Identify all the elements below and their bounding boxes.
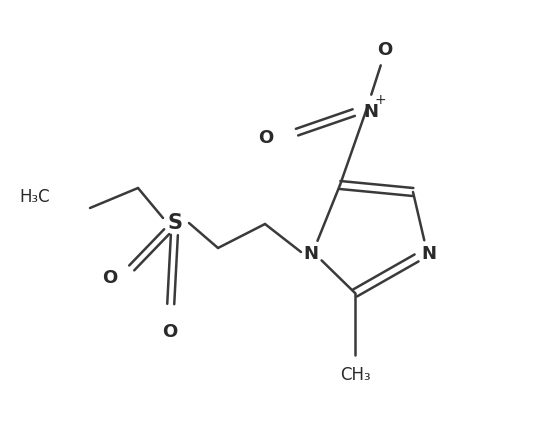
- Text: O: O: [102, 269, 117, 287]
- Text: N: N: [363, 103, 378, 121]
- Text: O: O: [163, 323, 178, 341]
- Text: H₃C: H₃C: [19, 188, 50, 206]
- Text: O: O: [377, 41, 393, 59]
- Text: N: N: [304, 245, 318, 263]
- Text: N: N: [422, 245, 436, 263]
- Text: CH₃: CH₃: [340, 366, 371, 384]
- Text: S: S: [167, 213, 182, 233]
- Text: +: +: [374, 93, 386, 107]
- Text: O: O: [259, 129, 273, 147]
